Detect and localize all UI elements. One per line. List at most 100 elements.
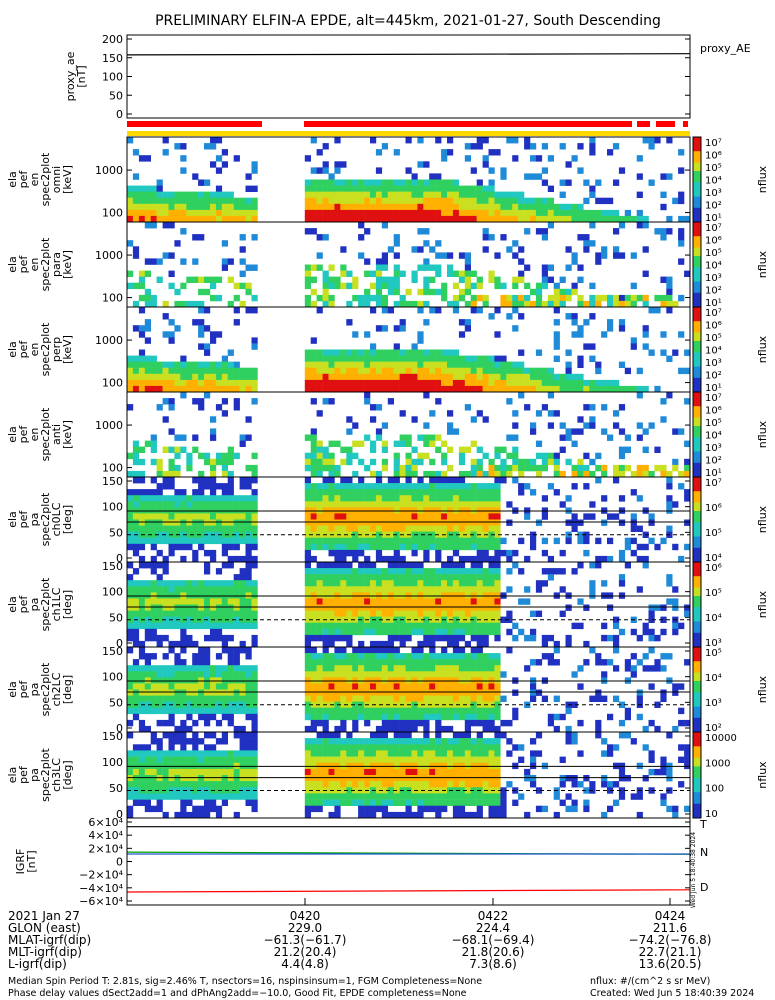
heatmap-cell — [162, 379, 169, 387]
heatmap-cell — [381, 537, 388, 545]
y-tick-label: 0 — [116, 808, 123, 821]
heatmap-cell — [666, 282, 673, 290]
heatmap-cell — [150, 446, 157, 453]
y-label: pa — [28, 683, 41, 697]
heatmap-cell — [482, 197, 489, 205]
heatmap-cell — [192, 489, 199, 496]
heatmap-cell — [452, 483, 460, 490]
heatmap-cell — [180, 781, 187, 788]
colorbar-step — [693, 216, 701, 220]
heatmap-cell — [642, 331, 649, 338]
heatmap-cell — [239, 707, 246, 715]
heatmap-cell — [138, 282, 146, 290]
heatmap-cell — [144, 355, 151, 362]
heatmap-cell — [127, 719, 134, 727]
heatmap-cell — [150, 768, 157, 776]
heatmap-cell — [488, 537, 495, 545]
colorbar-step — [693, 372, 701, 376]
heatmap-cell — [156, 367, 163, 375]
heatmap-cell — [506, 197, 513, 205]
heatmap-cell — [316, 622, 323, 630]
heatmap-cell — [245, 647, 252, 654]
heatmap-cell — [375, 428, 383, 435]
heatmap-cell — [530, 385, 537, 393]
heatmap-cell — [328, 781, 335, 788]
heatmap-cell — [364, 768, 371, 776]
heatmap-cell — [530, 209, 537, 217]
heatmap-cell — [613, 385, 620, 393]
heatmap-cell — [470, 416, 477, 423]
heatmap-cell — [648, 179, 655, 186]
heatmap-cell — [458, 477, 466, 484]
heatmap-cell — [642, 665, 649, 672]
heatmap-cell — [375, 379, 383, 387]
heatmap-cell — [530, 537, 537, 545]
heatmap-cell — [227, 191, 234, 198]
heatmap-cell — [447, 149, 454, 156]
heatmap-cell — [387, 562, 394, 569]
heatmap-cell — [227, 781, 234, 788]
heatmap-cell — [358, 355, 365, 362]
heatmap-cell — [488, 525, 495, 532]
heatmap-cell — [589, 137, 596, 144]
heatmap-cell — [370, 756, 377, 763]
heatmap-cell — [393, 197, 400, 205]
heatmap-cell — [334, 282, 341, 290]
heatmap-cell — [494, 683, 501, 690]
heatmap-cell — [144, 197, 151, 205]
heatmap-cell — [334, 744, 341, 751]
heatmap-cell — [358, 525, 365, 532]
heatmap-cell — [310, 738, 317, 745]
heatmap-cell — [464, 707, 471, 715]
heatmap-cell — [364, 775, 371, 782]
heatmap-cell — [512, 137, 519, 144]
heatmap-cell — [239, 537, 246, 545]
heatmap-cell — [227, 616, 234, 623]
heatmap-cell — [393, 452, 400, 460]
heatmap-cell — [441, 543, 448, 551]
heatmap-cell — [429, 185, 436, 192]
heatmap-cell — [488, 373, 495, 381]
heatmap-cell — [595, 179, 602, 186]
heatmap-cell — [417, 519, 424, 526]
heatmap-cell — [464, 555, 471, 563]
heatmap-cell — [452, 562, 460, 569]
heatmap-cell — [660, 628, 667, 636]
heatmap-cell — [316, 252, 323, 259]
heatmap-cell — [500, 477, 507, 484]
heatmap-cell — [168, 519, 175, 526]
heatmap-cell — [482, 549, 489, 557]
heatmap-cell — [144, 209, 151, 217]
heatmap-cell — [654, 543, 661, 551]
colorbar-tick-label: 10¹ — [705, 213, 722, 224]
heatmap-cell — [417, 179, 424, 186]
heatmap-cell — [370, 416, 377, 423]
heatmap-cell — [245, 653, 252, 660]
heatmap-cell — [577, 355, 584, 362]
heatmap-cell — [352, 671, 359, 678]
heatmap-cell — [583, 470, 590, 478]
heatmap-cell — [429, 616, 436, 623]
heatmap-cell — [316, 149, 323, 156]
heatmap-cell — [144, 495, 151, 502]
heatmap-cell — [488, 689, 495, 696]
heatmap-cell — [227, 385, 234, 393]
heatmap-cell — [198, 665, 205, 672]
colorbar-step — [693, 451, 701, 455]
y-tick-label: 150 — [102, 475, 123, 488]
heatmap-cell — [441, 562, 448, 569]
heatmap-cell — [530, 659, 537, 666]
heatmap-cell — [132, 501, 140, 508]
heatmap-cell — [251, 264, 258, 271]
heatmap-cell — [654, 659, 661, 666]
heatmap-cell — [405, 367, 412, 375]
heatmap-cell — [441, 489, 448, 496]
heatmap-cell — [411, 665, 418, 672]
heatmap-cell — [387, 246, 394, 253]
heatmap-cell — [482, 622, 489, 630]
heatmap-cell — [417, 489, 424, 496]
heatmap-cell — [210, 464, 217, 472]
colorbar-tick-label: 10² — [705, 286, 722, 297]
heatmap-cell — [393, 325, 400, 332]
heatmap-cell — [239, 246, 246, 253]
